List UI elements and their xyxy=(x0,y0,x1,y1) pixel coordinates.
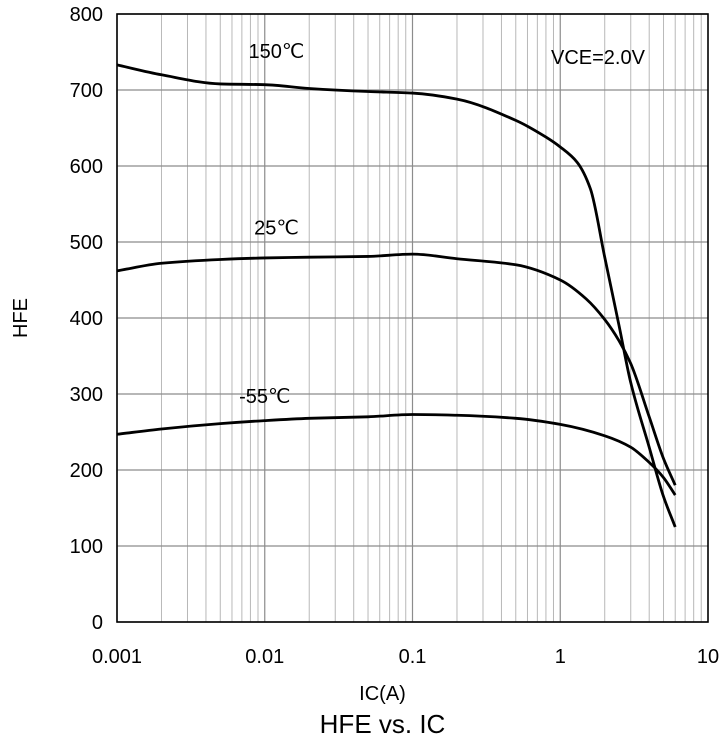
series-25c-line xyxy=(116,252,677,486)
x-tick-labels: 0.001 0.01 0.1 1 10 xyxy=(92,646,719,668)
y-tick-label: 600 xyxy=(70,156,103,178)
x-tick-label: 0.001 xyxy=(92,646,142,668)
chart-title: HFE vs. IC xyxy=(320,709,446,739)
y-tick-label: 500 xyxy=(70,232,103,254)
series-label-25c: 25℃ xyxy=(254,217,299,239)
y-tick-label: 700 xyxy=(70,80,103,102)
grid xyxy=(116,13,708,623)
y-axis-title: HFE xyxy=(10,298,32,338)
y-tick-labels: 0 100 200 300 400 500 600 700 800 xyxy=(70,4,103,634)
series-minus55c-line xyxy=(116,413,677,496)
plot-border xyxy=(116,13,709,623)
y-tick-label: 100 xyxy=(70,536,103,558)
condition-annotation: VCE=2.0V xyxy=(551,47,646,69)
series-label-minus55c: -55℃ xyxy=(239,386,290,408)
x-axis-title: IC(A) xyxy=(359,683,406,705)
y-tick-label: 0 xyxy=(92,612,103,634)
y-tick-label: 400 xyxy=(70,308,103,330)
x-tick-label: 10 xyxy=(697,646,719,668)
y-tick-label: 200 xyxy=(70,460,103,482)
x-tick-label: 0.01 xyxy=(245,646,284,668)
series-label-150c: 150℃ xyxy=(249,41,305,63)
series-150c-line xyxy=(116,63,677,528)
series-group xyxy=(116,63,677,528)
y-tick-label: 300 xyxy=(70,384,103,406)
x-tick-label: 1 xyxy=(555,646,566,668)
y-tick-label: 800 xyxy=(70,4,103,26)
x-tick-label: 0.1 xyxy=(399,646,427,668)
